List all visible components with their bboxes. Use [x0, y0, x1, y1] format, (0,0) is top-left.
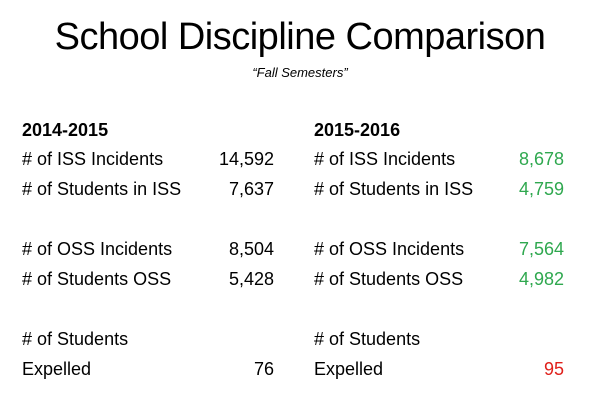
- stat-row-oss-students: # of Students OSS 4,982: [314, 264, 564, 294]
- stat-value: 4,759: [518, 179, 564, 199]
- stat-label: Expelled: [22, 359, 92, 379]
- stat-value: 14,592: [218, 149, 274, 169]
- year-column-2015-2016: 2015-2016 # of ISS Incidents 8,678 # of …: [314, 116, 564, 384]
- row-spacer: [314, 204, 564, 234]
- stat-label: # of ISS Incidents: [314, 149, 456, 169]
- stat-row-expelled-label: # of Students: [314, 324, 564, 354]
- stat-value: 8,678: [518, 149, 564, 169]
- stat-row-iss-students: # of Students in ISS 4,759: [314, 174, 564, 204]
- stat-row-iss-incidents: # of ISS Incidents 8,678: [314, 144, 564, 174]
- stat-value: 7,564: [518, 239, 564, 259]
- stat-label: # of ISS Incidents: [22, 149, 164, 169]
- stat-value: 4,982: [518, 269, 564, 289]
- year-heading: 2014-2015: [22, 120, 109, 140]
- stat-label: # of Students: [314, 329, 421, 349]
- page-subtitle: “Fall Semesters”: [252, 65, 348, 80]
- stat-row-oss-incidents: # of OSS Incidents 7,564: [314, 234, 564, 264]
- stat-value: 5,428: [228, 269, 274, 289]
- stat-row-expelled: Expelled 95: [314, 354, 564, 384]
- stat-label: # of Students: [22, 329, 129, 349]
- stat-row-expelled: Expelled 76: [22, 354, 274, 384]
- stat-row-oss-incidents: # of OSS Incidents 8,504: [22, 234, 274, 264]
- year-column-2014-2015: 2014-2015 # of ISS Incidents 14,592 # of…: [22, 116, 274, 384]
- stat-row-expelled-label: # of Students: [22, 324, 274, 354]
- stat-row-iss-incidents: # of ISS Incidents 14,592: [22, 144, 274, 174]
- stat-value: 76: [253, 359, 274, 379]
- stat-label: # of Students in ISS: [314, 179, 474, 199]
- page-title: School Discipline Comparison: [54, 16, 546, 58]
- stat-value: 7,637: [228, 179, 274, 199]
- stat-row-iss-students: # of Students in ISS 7,637: [22, 174, 274, 204]
- stat-label: # of OSS Incidents: [314, 239, 465, 259]
- stat-label: # of Students OSS: [314, 269, 464, 289]
- stat-label: # of Students OSS: [22, 269, 172, 289]
- row-spacer: [314, 294, 564, 324]
- row-spacer: [22, 204, 274, 234]
- stat-label: # of OSS Incidents: [22, 239, 173, 259]
- stat-row-oss-students: # of Students OSS 5,428: [22, 264, 274, 294]
- stat-label: # of Students in ISS: [22, 179, 182, 199]
- stat-label: Expelled: [314, 359, 384, 379]
- stat-value: 8,504: [228, 239, 274, 259]
- year-heading: 2015-2016: [314, 120, 401, 140]
- stat-value: 95: [543, 359, 564, 379]
- row-spacer: [22, 294, 274, 324]
